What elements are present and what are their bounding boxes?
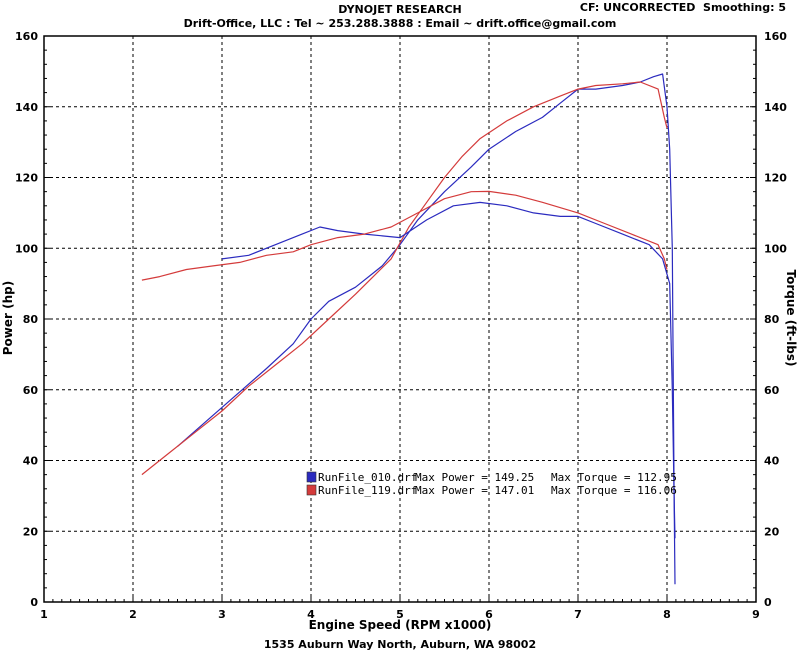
- y-tick-label: 40: [23, 455, 39, 468]
- y2-tick-label: 140: [764, 101, 787, 114]
- x-tick-label: 4: [307, 608, 315, 621]
- legend-run-label: RunFile_119.drf: [318, 484, 417, 497]
- x-tick-label: 2: [129, 608, 137, 621]
- x-tick-label: 5: [396, 608, 404, 621]
- x-axis-label: Engine Speed (RPM x1000): [309, 618, 492, 632]
- x-tick-label: 3: [218, 608, 226, 621]
- y2-tick-label: 100: [764, 242, 787, 255]
- footer-address: 1535 Auburn Way North, Auburn, WA 98002: [263, 638, 537, 651]
- y2-tick-label: 120: [764, 172, 787, 185]
- legend-swatch: [306, 471, 317, 483]
- x-tick-label: 9: [752, 608, 760, 621]
- y2-tick-labels: 0 20 40 60 80 100 120 140 160: [764, 30, 787, 609]
- y2-tick-label: 20: [764, 525, 780, 538]
- y2-tick-label: 40: [764, 455, 780, 468]
- x-tick-label: 1: [40, 608, 48, 621]
- smoothing-label: Smoothing: 5: [703, 1, 786, 14]
- cf-label: CF: UNCORRECTED: [579, 1, 696, 14]
- y2-axis-label: Torque (ft-lbs): [784, 270, 798, 367]
- x-tick-label: 8: [663, 608, 671, 621]
- y-tick-labels: 0 20 40 60 80 100 120 140 160: [15, 30, 38, 609]
- series-group: [141, 73, 676, 585]
- x-tick-labels: 1 2 3 4 5 6 7 8 9: [40, 608, 760, 621]
- y2-tick-label: 0: [764, 596, 772, 609]
- power-line-runfile-119: [141, 81, 668, 476]
- y-tick-label: 20: [23, 525, 39, 538]
- y-tick-label: 120: [15, 172, 38, 185]
- correction-info: CF: UNCORRECTED Smoothing: 5: [580, 1, 786, 14]
- y-tick-label: 160: [15, 30, 38, 43]
- legend-max-power: Max Power = 149.25: [415, 471, 534, 484]
- y-tick-label: 0: [30, 596, 38, 609]
- x-tick-label: 7: [574, 608, 582, 621]
- y-axis-label: Power (hp): [1, 281, 15, 355]
- legend-max-torque: Max Torque = 116.06: [551, 484, 677, 497]
- legend-swatch: [306, 484, 317, 496]
- torque-line-runfile-010: [221, 201, 676, 539]
- legend-max-torque: Max Torque = 112.95: [551, 471, 677, 484]
- legend-run-label: RunFile_010.drf: [318, 471, 417, 484]
- y-tick-label: 80: [23, 313, 39, 326]
- power-line-runfile-010: [177, 73, 676, 585]
- chart-subtitle: Drift-Office, LLC : Tel ~ 253.288.3888 :…: [183, 17, 617, 30]
- y2-tick-label: 60: [764, 384, 780, 397]
- grid-lines: [44, 36, 756, 602]
- torque-line-runfile-119: [141, 190, 668, 281]
- y-tick-label: 100: [15, 242, 38, 255]
- x-tick-label: 6: [485, 608, 493, 621]
- y-tick-label: 60: [23, 384, 39, 397]
- y-tick-label: 140: [15, 101, 38, 114]
- legend-max-power: Max Power = 147.01: [415, 484, 534, 497]
- y2-tick-label: 160: [764, 30, 787, 43]
- minor-ticks: [43, 35, 757, 603]
- y2-tick-label: 80: [764, 313, 780, 326]
- chart-title: DYNOJET RESEARCH: [338, 3, 462, 16]
